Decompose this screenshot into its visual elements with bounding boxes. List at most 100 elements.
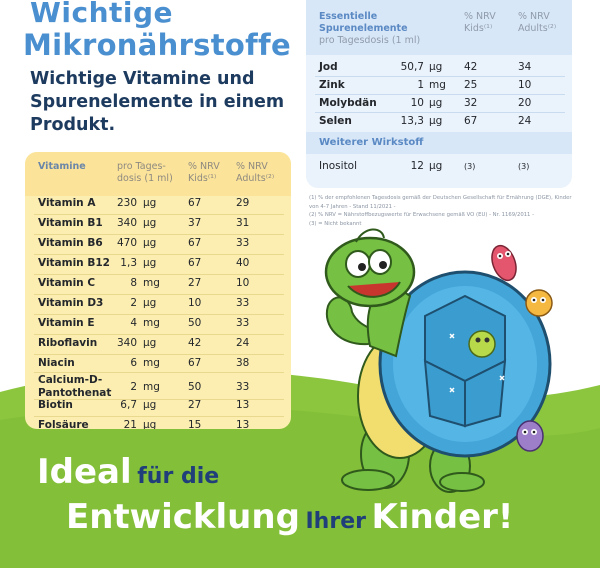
slogan-word: Entwicklung: [66, 497, 300, 537]
row-adults: 29: [236, 197, 250, 209]
row-divider: [34, 372, 284, 373]
row-adults: (3): [518, 162, 530, 171]
turtle-mascot-icon: [324, 228, 552, 493]
footnote-2: (2) % NRV = Nährstoffbezugswerte für Erw…: [309, 212, 535, 218]
row-adults: 34: [518, 61, 532, 73]
row-adults: 40: [236, 257, 250, 269]
row-name: Riboflavin: [38, 337, 98, 349]
row-divider: [34, 214, 284, 215]
row-adults: 38: [236, 357, 250, 369]
row-qty: 340: [116, 337, 137, 349]
row-unit: µg: [143, 237, 157, 249]
mineral-table-header: Essentielle Spurenelemente pro Tagesdosi…: [306, 0, 572, 55]
row-kids: 67: [188, 197, 202, 209]
row-qty: 8: [130, 277, 137, 289]
germ-icon: [516, 420, 544, 452]
row-qty: 2: [130, 381, 137, 393]
row-adults: 24: [236, 337, 250, 349]
row-qty: 21: [123, 419, 137, 429]
row-kids: 10: [188, 297, 202, 309]
row-qty: 470: [116, 237, 137, 249]
footnote-3: (3) = Nicht bekannt: [309, 220, 362, 227]
row-kids: 42: [188, 337, 202, 349]
row-qty: 1,3: [120, 257, 137, 269]
row-kids: 67: [188, 257, 202, 269]
row-kids: 15: [188, 419, 202, 429]
further-ingredient-label: Weiterer Wirkstoff: [319, 137, 424, 148]
row-kids: 42: [464, 61, 478, 73]
germ-icon: [525, 289, 553, 317]
row-adults: 24: [518, 115, 532, 127]
row-unit: µg: [143, 217, 157, 229]
row-adults: 13: [236, 419, 250, 429]
slogan-line-1: Ideal für die: [37, 452, 219, 492]
further-ingredient-header: Weiterer Wirkstoff: [306, 132, 572, 154]
row-qty: 1: [417, 79, 424, 91]
row-unit: µg: [143, 399, 157, 411]
row-unit: mg: [143, 317, 160, 329]
header-vitamine: Vitamine: [38, 161, 86, 172]
header-dose: pro Tages- dosis (1 ml): [117, 161, 173, 184]
row-name: Niacin: [38, 357, 75, 369]
row-kids: 50: [188, 381, 202, 393]
row-qty: 6: [130, 357, 137, 369]
row-unit: µg: [143, 419, 157, 429]
row-divider: [315, 112, 565, 113]
row-name: Inositol: [319, 160, 358, 172]
row-qty: 230: [116, 197, 137, 209]
row-kids: 67: [188, 237, 202, 249]
row-divider: [315, 76, 565, 77]
row-unit: µg: [143, 297, 157, 309]
row-qty: 4: [130, 317, 137, 329]
row-name: Calcium-D- Pantothenat: [38, 374, 112, 399]
row-name: Vitamin E: [38, 317, 95, 329]
footnotes: (1) % der empfohlenen Tagesdosis gemäß d…: [309, 194, 579, 228]
row-divider: [34, 416, 284, 417]
row-qty: 12: [410, 160, 424, 172]
row-qty: 340: [116, 217, 137, 229]
row-kids: 25: [464, 79, 478, 91]
row-qty: 13,3: [400, 115, 424, 127]
row-unit: µg: [429, 61, 443, 73]
header-nrv-adults: % NRV Adults⁽²⁾: [518, 11, 557, 34]
mineral-table: Essentielle Spurenelemente pro Tagesdosi…: [306, 0, 572, 188]
row-adults: 20: [518, 97, 532, 109]
row-kids: 32: [464, 97, 478, 109]
row-adults: 10: [518, 79, 532, 91]
row-unit: µg: [429, 97, 443, 109]
row-divider: [315, 94, 565, 95]
row-adults: 33: [236, 317, 250, 329]
header-nrv-adults: % NRV Adults⁽²⁾: [236, 161, 275, 184]
header-spurenelemente: Essentielle Spurenelemente: [319, 11, 408, 34]
slogan-word: für die: [137, 464, 220, 489]
slogan-word: Ihrer: [305, 509, 366, 534]
row-adults: 31: [236, 217, 250, 229]
row-name: Molybdän: [319, 97, 377, 109]
vitamin-table: Vitamine pro Tages- dosis (1 ml) % NRV K…: [25, 152, 291, 429]
slogan-line-2: Entwicklung Ihrer Kinder!: [66, 497, 513, 537]
subtitle: Wichtige Vitamine und Spurenelemente in …: [30, 69, 285, 135]
row-divider: [34, 234, 284, 235]
header-dose: pro Tagesdosis (1 ml): [319, 35, 421, 46]
row-unit: µg: [143, 197, 157, 209]
vitamin-table-header: Vitamine pro Tages- dosis (1 ml) % NRV K…: [25, 152, 291, 196]
row-unit: µg: [429, 115, 443, 127]
row-name: Selen: [319, 115, 352, 127]
headline-line-1: Wichtige: [30, 0, 174, 29]
row-qty: 2: [130, 297, 137, 309]
header-nrv-kids: % NRV Kids⁽¹⁾: [464, 11, 496, 34]
row-adults: 33: [236, 237, 250, 249]
row-adults: 10: [236, 277, 250, 289]
row-kids: 67: [188, 357, 202, 369]
row-kids: 67: [464, 115, 478, 127]
row-kids: 27: [188, 399, 202, 411]
slogan-word: Kinder!: [371, 497, 514, 537]
row-divider: [34, 294, 284, 295]
row-qty: 10: [410, 97, 424, 109]
row-divider: [34, 274, 284, 275]
row-unit: µg: [143, 257, 157, 269]
row-name: Folsäure: [38, 419, 89, 429]
row-qty: 50,7: [400, 61, 424, 73]
row-adults: 33: [236, 381, 250, 393]
